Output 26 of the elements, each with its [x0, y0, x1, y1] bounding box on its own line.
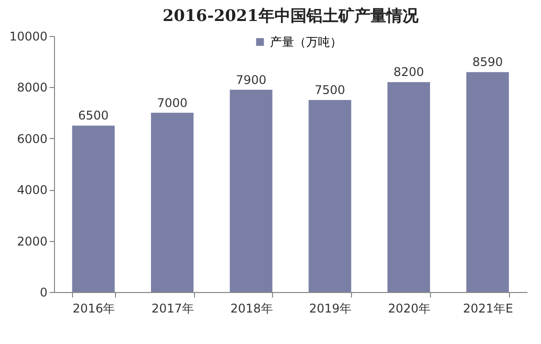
chart-title: 2016-2021年中国铝土矿产量情况: [162, 6, 420, 25]
bar: [150, 112, 194, 292]
x-tick-label: 2018年: [230, 302, 273, 316]
x-tick-label: 2020年: [388, 302, 431, 316]
bar: [72, 126, 115, 292]
data-label: 7900: [236, 72, 266, 87]
y-tick-label: 0: [40, 286, 48, 300]
x-tick-label: 2017年: [151, 302, 194, 316]
bar: [308, 100, 352, 292]
y-tick-label: 2000: [16, 234, 48, 248]
data-label: 7500: [314, 83, 346, 97]
data-label: 6500: [78, 108, 109, 123]
data-label: 7000: [156, 96, 188, 110]
x-tick-label: 2016年: [72, 302, 116, 316]
y-tick-label: 10000: [9, 30, 48, 44]
data-label: 8590: [472, 55, 503, 70]
x-tick-label: 2019年: [309, 302, 352, 316]
bar: [466, 72, 509, 292]
legend-label: 产量（万吨）: [270, 35, 342, 49]
y-tick-label: 6000: [16, 132, 48, 146]
x-tick-label: 2021年E: [463, 302, 514, 316]
data-label: 8200: [393, 65, 424, 80]
bar: [230, 90, 272, 292]
bar: [387, 82, 430, 292]
y-tick-label: 8000: [16, 80, 48, 95]
y-tick-label: 4000: [16, 183, 48, 198]
